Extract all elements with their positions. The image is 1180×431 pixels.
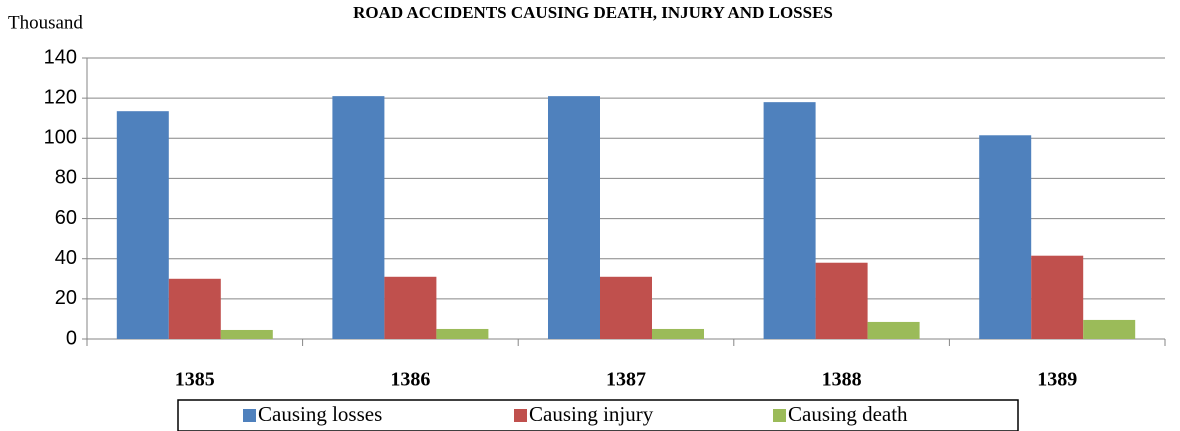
- bar: [1083, 319, 1136, 339]
- legend-swatch: [514, 409, 527, 422]
- bar: [600, 276, 652, 339]
- y-tick-label: 0: [66, 327, 77, 349]
- y-tick-label: 80: [55, 167, 77, 189]
- x-tick-label: 1388: [822, 369, 862, 391]
- y-tick-label: 60: [55, 207, 77, 229]
- legend-swatch: [243, 409, 256, 422]
- bar: [384, 276, 437, 339]
- legend-label: Causing death: [788, 402, 908, 426]
- legend-label: Causing losses: [258, 402, 382, 426]
- x-tick-label: 1389: [1037, 369, 1077, 391]
- legend-swatch: [773, 409, 786, 422]
- x-tick-label: 1387: [606, 369, 646, 391]
- y-tick-label: 20: [55, 287, 77, 309]
- bar: [116, 111, 169, 339]
- bar: [332, 96, 385, 339]
- bar: [867, 321, 920, 339]
- x-tick-label: 1386: [390, 369, 430, 391]
- y-tick-label: 120: [44, 86, 77, 108]
- bar: [763, 102, 816, 340]
- legend-box: [177, 399, 1019, 431]
- y-axis-label: Thousand: [8, 12, 83, 33]
- chart-title: ROAD ACCIDENTS CAUSING DEATH, INJURY AND…: [353, 3, 833, 22]
- x-tick-label: 1385: [175, 369, 215, 391]
- bar: [548, 96, 600, 339]
- bar: [168, 278, 221, 339]
- bar: [220, 329, 273, 339]
- y-tick-label: 100: [44, 127, 77, 149]
- y-tick-label: 140: [44, 46, 77, 68]
- bar: [436, 328, 489, 339]
- bar: [1031, 255, 1084, 339]
- bar: [652, 328, 704, 339]
- legend-label: Causing injury: [529, 402, 654, 426]
- y-tick-label: 40: [55, 247, 77, 269]
- bar: [979, 135, 1032, 339]
- bar: [815, 262, 868, 339]
